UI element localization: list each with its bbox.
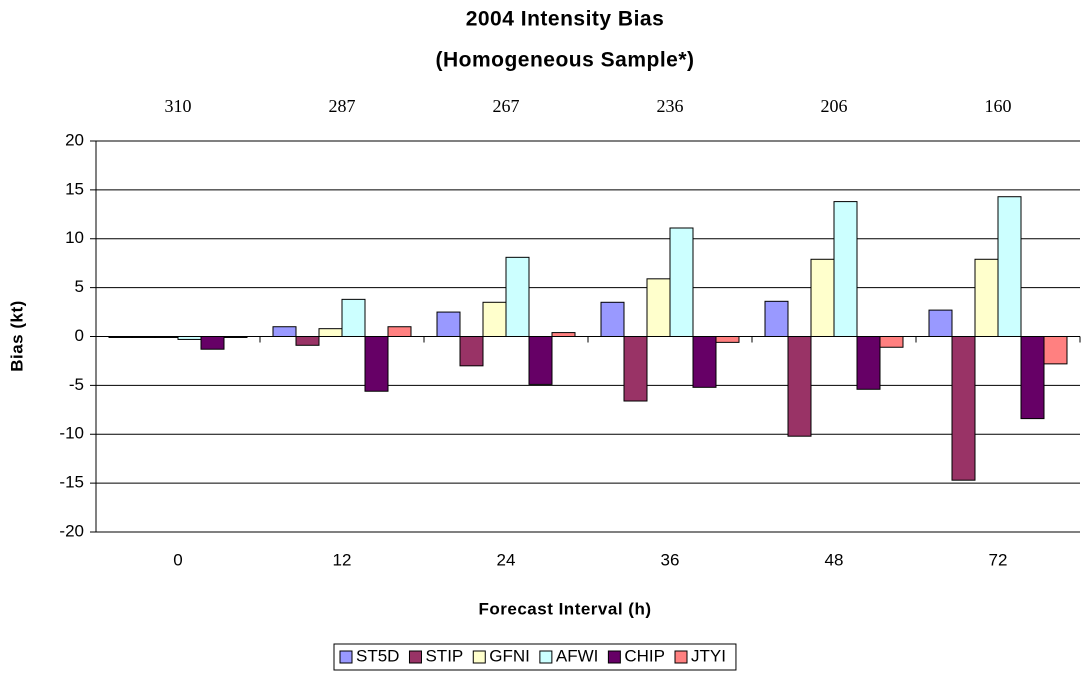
bar [692,336,717,388]
bar [551,332,576,337]
sample-count: 267 [493,96,520,116]
x-tick-label: 24 [497,550,516,569]
bar [318,328,343,337]
legend-label: AFWI [556,646,599,665]
bar [177,336,202,340]
sample-count: 206 [821,96,848,116]
bar [223,336,248,338]
x-tick-label: 12 [333,550,352,569]
bar [623,336,648,402]
bar [364,336,389,392]
x-axis-title: Forecast Interval (h) [479,599,652,618]
y-axis-title: Bias (kt) [7,300,26,372]
bar [974,258,999,337]
legend: ST5D STIP GFNI AFWI CHIP JTYI [333,643,737,671]
sample-count: 160 [985,96,1012,116]
bar [131,336,156,338]
legend-swatch [472,650,486,664]
bar [387,326,412,338]
bar [764,300,789,337]
bar [154,336,179,338]
bar [669,227,694,337]
bar [459,336,484,367]
bar [341,298,366,338]
y-tick-label: -20 [59,521,84,540]
bar [879,336,904,348]
legend-label: JTYI [691,646,726,665]
x-tick-label: 48 [825,550,844,569]
bar [646,278,671,338]
x-tick-label: 0 [173,550,182,569]
bar [833,201,858,337]
bar [482,301,507,338]
y-tick-label: -10 [59,424,84,443]
x-tick-label: 72 [989,550,1008,569]
bar [1043,336,1068,365]
bar [200,336,225,350]
y-tick-label: 0 [75,326,84,345]
y-tick-label: 20 [65,130,84,149]
bar [295,336,320,346]
legend-label: ST5D [356,646,399,665]
y-tick-label: 5 [75,277,84,296]
bar [272,326,297,338]
bar [1020,336,1045,420]
y-tick-label: -15 [59,473,84,492]
legend-swatch [539,650,553,664]
bar [715,336,740,343]
legend-label: GFNI [489,646,530,665]
bar [505,256,530,338]
legend-label: STIP [425,646,463,665]
bar [528,336,553,385]
bar [600,301,625,338]
legend-box [333,643,737,671]
sample-count: 287 [329,96,356,116]
bar [951,336,976,481]
bar [810,258,835,337]
bar [108,336,133,338]
bar [787,336,812,437]
legend-swatch [607,650,621,664]
y-tick-label: -5 [69,375,84,394]
legend-label: CHIP [624,646,665,665]
legend-swatch [408,650,422,664]
bar [856,336,881,390]
bar [997,196,1022,337]
sample-count: 310 [165,96,192,116]
chart-subtitle: (Homogeneous Sample*) [435,49,694,72]
legend-swatch [674,650,688,664]
x-tick-label: 36 [661,550,680,569]
chart-title: 2004 Intensity Bias [466,8,665,31]
sample-count: 236 [657,96,684,116]
y-tick-label: 10 [65,228,84,247]
bar [928,309,953,338]
y-tick-label: 15 [65,179,84,198]
bar [436,311,461,337]
legend-swatch [339,650,353,664]
